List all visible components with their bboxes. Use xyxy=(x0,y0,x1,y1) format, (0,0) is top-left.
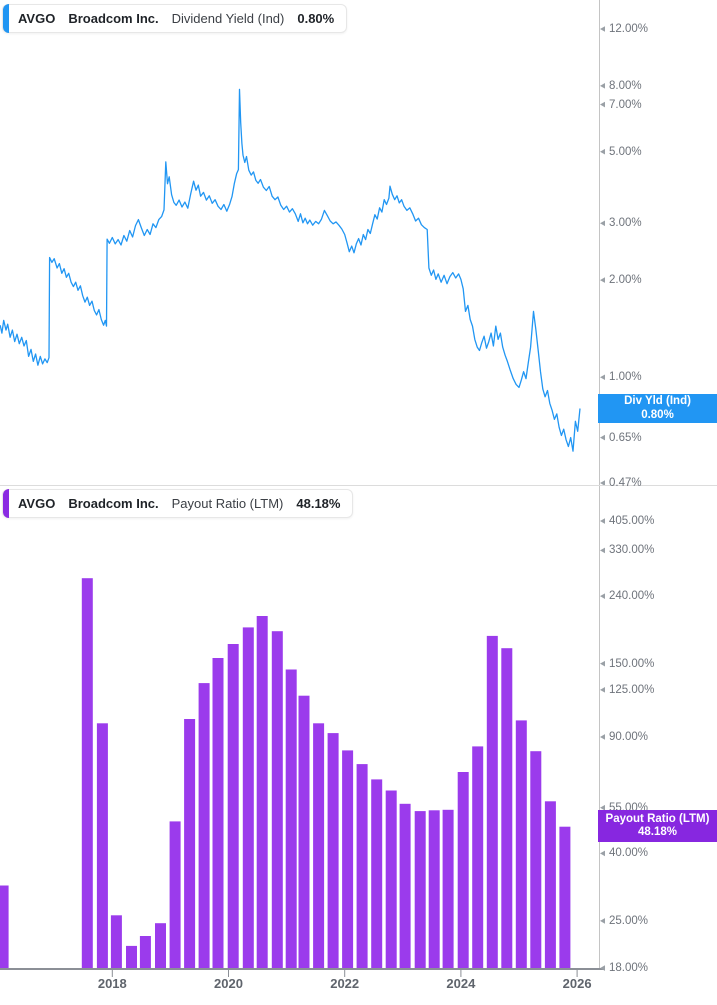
y-tick-label: 5.00% xyxy=(609,145,642,158)
metric-name: Dividend Yield (Ind) xyxy=(171,11,285,26)
y-tick-mark xyxy=(600,26,605,32)
payout-ratio-bar xyxy=(356,764,368,970)
y-tick-mark xyxy=(600,374,605,381)
metric-value: 0.80% xyxy=(297,11,335,26)
y-tick-mark xyxy=(600,918,605,924)
ticker-symbol: AVGO xyxy=(18,496,56,511)
panel-divider xyxy=(0,485,717,486)
y-tick-label: 125.00% xyxy=(609,683,655,696)
payout-ratio-bar xyxy=(342,750,354,970)
payout-ratio-bar xyxy=(544,801,556,970)
badge-metric-label: Payout Ratio (LTM) xyxy=(605,812,710,825)
y-tick-mark xyxy=(600,518,605,524)
x-axis-year-label: 2018 xyxy=(97,976,127,991)
badge-metric-value: 0.80% xyxy=(641,408,674,421)
x-axis-year-label: 2022 xyxy=(330,976,360,991)
y-tick-label: 8.00% xyxy=(609,79,642,92)
payout-ratio-bar xyxy=(81,578,93,970)
y-tick-label: 90.00% xyxy=(609,730,649,743)
company-name: Broadcom Inc. xyxy=(68,496,159,511)
payout-ratio-bar xyxy=(242,627,254,970)
y-tick-label: 40.00% xyxy=(609,847,649,860)
y-tick-mark xyxy=(600,965,605,971)
payout-ratio-bar xyxy=(227,644,239,970)
company-name: Broadcom Inc. xyxy=(68,11,159,26)
y-tick-mark xyxy=(600,850,605,857)
payout-ratio-bar xyxy=(169,821,181,970)
payout-ratio-bar xyxy=(0,885,9,970)
y-tick-label: 3.00% xyxy=(609,217,642,230)
ticker-symbol: AVGO xyxy=(18,11,56,26)
payout-ratio-bar xyxy=(399,803,411,970)
y-tick-mark xyxy=(600,220,605,227)
payout-ratio-bar xyxy=(501,648,513,970)
payout-ratio-bar xyxy=(442,809,454,970)
y-tick-label: 330.00% xyxy=(609,544,655,557)
payout-ratio-bar xyxy=(96,723,108,970)
legend-accent-bar-blue xyxy=(3,4,9,33)
y-tick-label: 0.65% xyxy=(609,431,642,444)
payout-ratio-bar xyxy=(139,936,151,970)
y-tick-mark xyxy=(600,804,605,811)
y-tick-mark xyxy=(600,593,605,599)
y-tick-mark xyxy=(600,480,605,485)
payout-ratio-bar xyxy=(327,733,339,970)
y-tick-mark xyxy=(600,83,605,89)
payout-ratio-bar xyxy=(530,751,542,970)
payout-ratio-chart[interactable] xyxy=(0,485,717,1005)
y-tick-label: 12.00% xyxy=(609,23,649,35)
payout-ratio-bar xyxy=(184,719,196,970)
y-tick-mark xyxy=(600,660,605,667)
legend-accent-bar-purple xyxy=(3,489,9,518)
payout-ratio-bar xyxy=(559,826,571,970)
payout-ratio-bar xyxy=(298,695,310,970)
payout-ratio-bar xyxy=(256,616,268,970)
y-tick-mark xyxy=(600,687,605,693)
div-yld-axis-badge[interactable]: Div Yld (Ind) 0.80% xyxy=(598,394,717,423)
payout-ratio-bar xyxy=(198,683,210,970)
payout-ratio-bar xyxy=(155,923,166,970)
payout-ratio-bar xyxy=(212,658,224,970)
dividend-yield-legend[interactable]: AVGO Broadcom Inc. Dividend Yield (Ind) … xyxy=(2,4,348,33)
y-tick-label: 240.00% xyxy=(609,590,655,603)
dividend-yield-line xyxy=(0,88,581,452)
y-tick-mark xyxy=(600,101,605,108)
y-tick-mark xyxy=(600,434,605,441)
x-axis-year-label: 2026 xyxy=(562,976,592,991)
metric-value: 48.18% xyxy=(296,496,341,511)
y-tick-mark xyxy=(600,148,605,155)
payout-ratio-bar xyxy=(385,790,397,970)
payout-ratio-legend[interactable]: AVGO Broadcom Inc. Payout Ratio (LTM) 48… xyxy=(2,489,354,518)
payout-ratio-axis-badge[interactable]: Payout Ratio (LTM) 48.18% xyxy=(598,810,717,842)
payout-ratio-bar xyxy=(515,720,527,970)
payout-ratio-bar xyxy=(472,746,484,970)
y-tick-label: 7.00% xyxy=(609,98,642,111)
y-tick-mark xyxy=(600,734,605,740)
payout-ratio-bar xyxy=(126,945,137,970)
y-tick-mark xyxy=(600,277,605,283)
y-tick-label: 25.00% xyxy=(609,914,649,927)
y-tick-label: 150.00% xyxy=(609,657,655,670)
y-tick-label: 0.47% xyxy=(609,477,642,490)
y-tick-mark xyxy=(600,547,605,554)
payout-ratio-bar xyxy=(428,810,440,970)
payout-ratio-bar xyxy=(110,915,122,970)
y-tick-label: 405.00% xyxy=(609,515,655,528)
payout-ratio-bar xyxy=(313,723,325,970)
y-tick-label: 2.00% xyxy=(609,274,642,287)
payout-ratio-bar xyxy=(285,669,297,970)
x-axis-year-label: 2024 xyxy=(446,976,476,991)
payout-ratio-bar xyxy=(371,779,383,970)
y-tick-label: 1.00% xyxy=(609,371,642,384)
payout-ratio-bar xyxy=(457,772,469,970)
y-tick-label: 18.00% xyxy=(609,962,649,975)
x-axis-year-label: 2020 xyxy=(214,976,243,991)
payout-ratio-bar xyxy=(271,631,283,970)
badge-metric-value: 48.18% xyxy=(637,826,677,838)
payout-ratio-bar xyxy=(414,811,426,970)
metric-name: Payout Ratio (LTM) xyxy=(171,496,284,511)
badge-metric-label: Div Yld (Ind) xyxy=(624,395,691,407)
payout-ratio-bar xyxy=(486,635,498,970)
